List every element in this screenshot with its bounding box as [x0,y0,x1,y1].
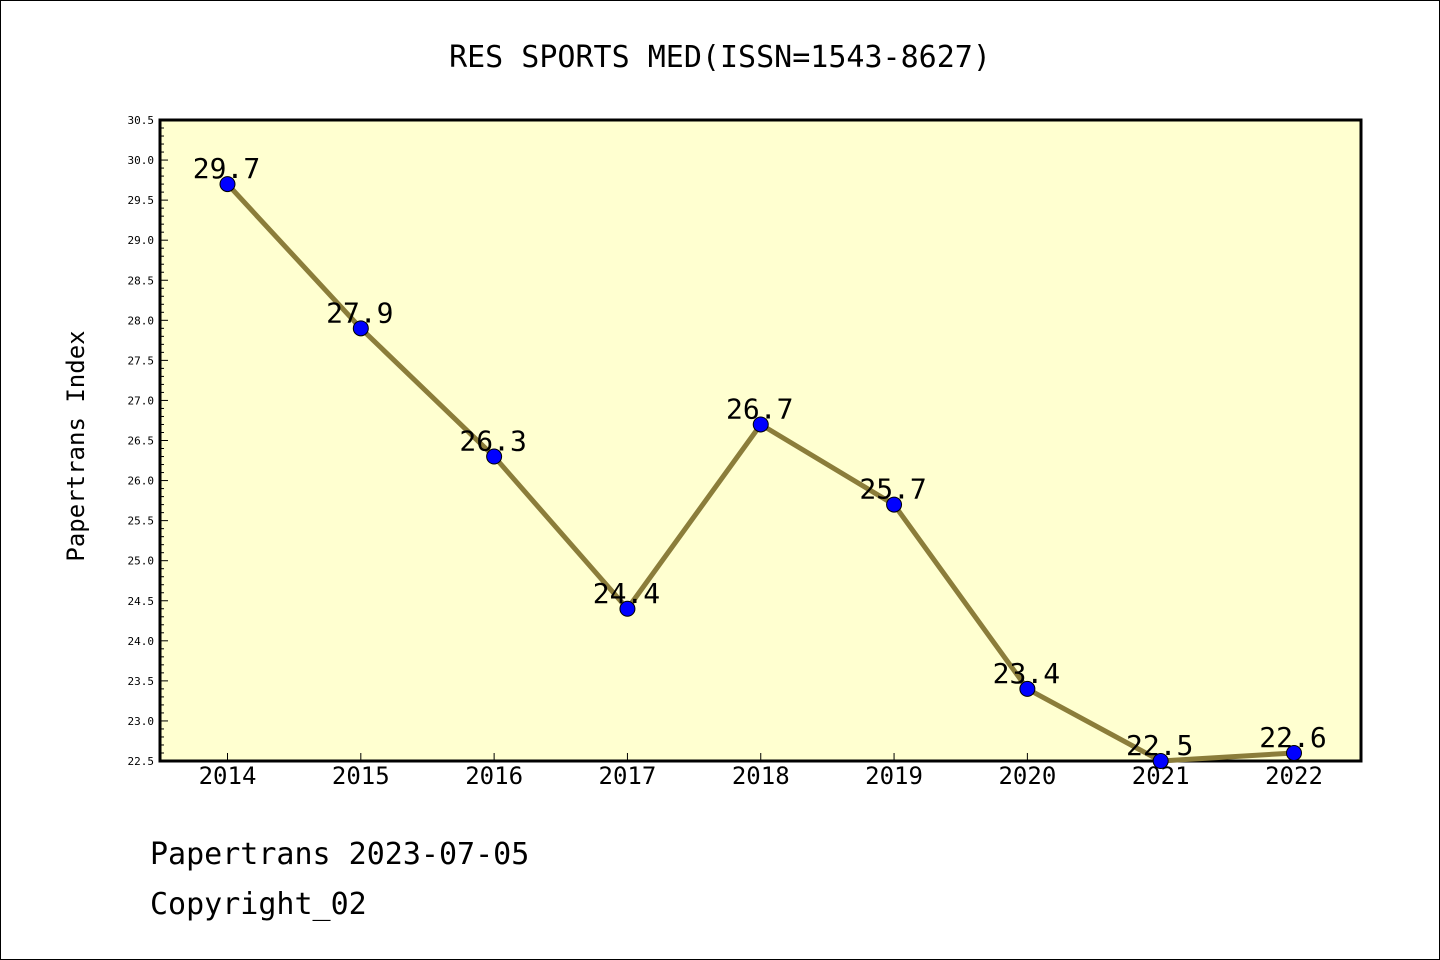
y-tick-label: 27.5 [128,354,155,367]
y-tick-label: 24.5 [128,595,155,608]
y-tick-label: 26.5 [128,435,155,448]
y-tick-label: 27.0 [128,394,155,407]
x-tick-label: 2022 [1265,762,1323,790]
x-tick-label: 2020 [998,762,1056,790]
data-label: 29.7 [193,152,260,185]
x-tick-label: 2019 [865,762,923,790]
data-label: 26.7 [726,392,793,425]
x-tick-label: 2014 [199,762,257,790]
y-tick-label: 23.5 [128,675,155,688]
data-point [219,176,236,193]
y-tick-label: 24.0 [128,635,155,648]
y-tick-label: 25.5 [128,515,155,528]
data-point [486,448,503,465]
footer-date: Papertrans 2023-07-05 [150,837,529,872]
data-label: 22.6 [1259,721,1326,754]
data-labels: 29.7 27.9 26.3 24.4 26.7 25.7 23.4 22.5 22.6 [193,152,1327,762]
data-point [752,416,769,433]
x-tick-label: 2018 [732,762,790,790]
data-point [1019,680,1036,697]
data-label: 25.7 [859,473,926,506]
data-label: 22.5 [1126,729,1193,762]
data-label: 24.4 [593,577,660,610]
x-tick-label: 2015 [332,762,390,790]
y-tick-label: 30.5 [128,114,155,127]
data-point [1152,753,1169,769]
y-tick-label: 30.0 [128,154,155,167]
data-point [352,320,369,337]
y-axis: 22.5 23.0 23.5 24.0 24.5 25.0 25.5 26.0 26.5 27.0… [128,114,168,768]
x-axis: 2014 2015 2016 2017 2018 2019 2020 2021 2022 [199,753,1323,790]
y-tick-label: 26.0 [128,475,155,488]
data-label: 26.3 [459,425,526,458]
y-tick-label: 28.0 [128,314,155,327]
footer-copyright: Copyright_02 [150,887,367,922]
data-label: 27.9 [326,296,393,329]
y-axis-label: Papertrans Index [62,330,90,561]
y-tick-label: 29.5 [128,194,155,207]
data-point [619,600,636,617]
y-tick-label: 29.0 [128,234,155,247]
data-point [886,496,903,513]
chart-title: RES SPORTS MED(ISSN=1543-8627) [449,40,991,75]
y-tick-label: 23.0 [128,715,155,728]
x-tick-label: 2016 [465,762,523,790]
y-tick-label: 25.0 [128,555,155,568]
x-tick-label: 2017 [599,762,657,790]
data-label: 23.4 [993,657,1060,690]
y-tick-label: 28.5 [128,274,155,287]
y-tick-label: 22.5 [128,755,155,768]
data-point [1286,744,1302,761]
plot-area [158,118,1363,763]
data-points [219,176,1302,769]
